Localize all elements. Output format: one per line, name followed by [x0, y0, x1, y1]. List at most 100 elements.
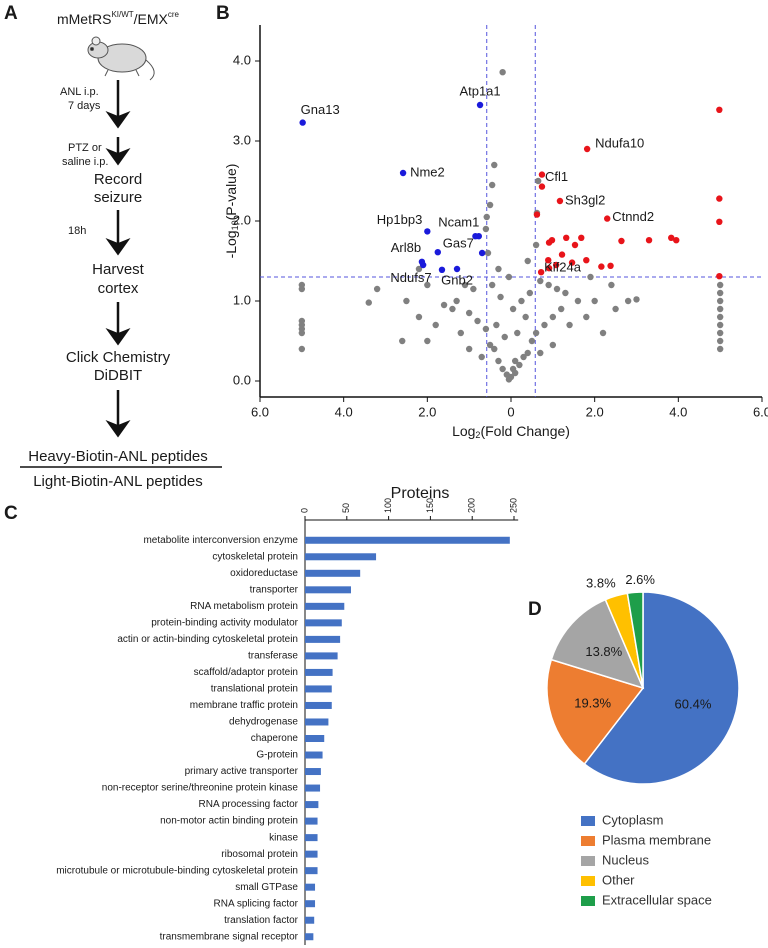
arrow-label: 18h — [68, 225, 86, 237]
data-point — [538, 171, 546, 178]
legend-swatch — [581, 816, 595, 826]
category-label: scaffold/adaptor protein — [194, 667, 298, 678]
data-point — [532, 241, 540, 249]
data-point — [497, 293, 504, 301]
data-point — [299, 119, 306, 126]
category-label: transporter — [250, 584, 299, 595]
data-point — [457, 329, 464, 337]
axis-label-part: -Log — [223, 230, 239, 258]
data-point — [537, 349, 544, 357]
point-label: Gnb2 — [441, 272, 473, 287]
data-point — [537, 277, 544, 285]
data-point — [514, 329, 521, 337]
data-point — [716, 297, 724, 305]
data-point — [518, 297, 525, 305]
axis-label-part: (Fold Change) — [480, 423, 570, 439]
bar — [305, 685, 332, 693]
data-point — [558, 251, 566, 258]
bar — [305, 867, 318, 875]
data-point — [608, 281, 615, 289]
data-point — [476, 101, 484, 109]
data-point — [511, 357, 519, 365]
data-point — [488, 281, 496, 289]
step: Harvest — [92, 261, 145, 278]
data-point — [716, 329, 724, 337]
data-point — [509, 305, 517, 313]
category-label: G-protein — [256, 750, 298, 761]
data-point — [298, 285, 306, 293]
data-point — [465, 309, 473, 317]
data-point — [587, 273, 594, 281]
data-point — [474, 317, 481, 325]
data-point — [599, 329, 607, 337]
data-point — [574, 297, 582, 305]
data-point — [541, 321, 548, 329]
legend-swatch — [581, 836, 595, 846]
data-point — [716, 273, 723, 280]
point-label: Gna13 — [301, 102, 340, 117]
category-label: dehydrogenase — [229, 717, 298, 728]
data-point — [484, 249, 492, 257]
axis-label: -Log10(P-value) — [223, 164, 241, 259]
panel-letter: A — [4, 3, 18, 24]
data-point — [532, 329, 540, 337]
data-point — [549, 313, 557, 321]
x-tick-label: 150 — [425, 498, 435, 513]
data-point — [716, 281, 724, 289]
y-tick-label: 0.0 — [233, 372, 251, 387]
axis-label-part: Log — [452, 423, 475, 439]
data-point — [486, 341, 494, 349]
data-point — [478, 353, 485, 361]
data-point — [399, 169, 407, 177]
legend-swatch — [581, 896, 595, 906]
data-point — [419, 261, 427, 269]
panel-letter: D — [528, 599, 542, 620]
category-label: translation factor — [224, 915, 299, 926]
step: cortex — [98, 280, 139, 297]
x-tick-label: 4.0 — [669, 404, 687, 419]
data-point — [298, 329, 306, 337]
data-point — [373, 285, 381, 293]
data-point — [440, 301, 448, 309]
category-label: RNA metabolism protein — [190, 601, 298, 612]
data-point — [424, 228, 431, 235]
data-point — [434, 249, 441, 256]
bar — [305, 619, 342, 627]
data-point — [495, 265, 502, 273]
axis-label-part: (P-value) — [223, 164, 239, 221]
point-label: Ncam1 — [438, 215, 479, 230]
data-point — [612, 305, 619, 313]
data-point — [495, 357, 502, 365]
legend-label: Other — [602, 872, 635, 887]
data-point — [503, 371, 511, 378]
data-point — [499, 69, 506, 76]
y-tick-label: 4.0 — [233, 52, 251, 67]
point-label: Hp1bp3 — [377, 212, 423, 227]
category-label: primary active transporter — [185, 766, 299, 777]
value-label: 60.4% — [675, 696, 712, 711]
value-label: 2.6% — [625, 572, 655, 587]
bar — [305, 553, 377, 561]
category-label: ribosomal protein — [221, 849, 298, 860]
data-point — [438, 266, 446, 273]
pie-slice — [546, 658, 645, 766]
point-label: Gas7 — [443, 236, 474, 251]
legend-swatch — [581, 856, 595, 866]
data-point — [716, 195, 723, 202]
data-point — [583, 145, 591, 153]
data-point — [424, 337, 431, 345]
bar — [305, 652, 338, 660]
panel-letter: B — [216, 3, 230, 24]
data-point — [566, 321, 573, 329]
axis-label: Log2(Fold Change) — [452, 423, 570, 441]
data-point — [537, 269, 545, 276]
x-tick-label: 0 — [507, 404, 514, 419]
bar — [305, 916, 315, 924]
bar — [305, 883, 316, 891]
data-point — [470, 285, 477, 293]
category-label: RNA processing factor — [199, 799, 299, 810]
data-point — [545, 265, 553, 272]
data-point — [563, 234, 570, 241]
data-point — [488, 181, 496, 189]
value-label: 13.8% — [585, 644, 622, 659]
